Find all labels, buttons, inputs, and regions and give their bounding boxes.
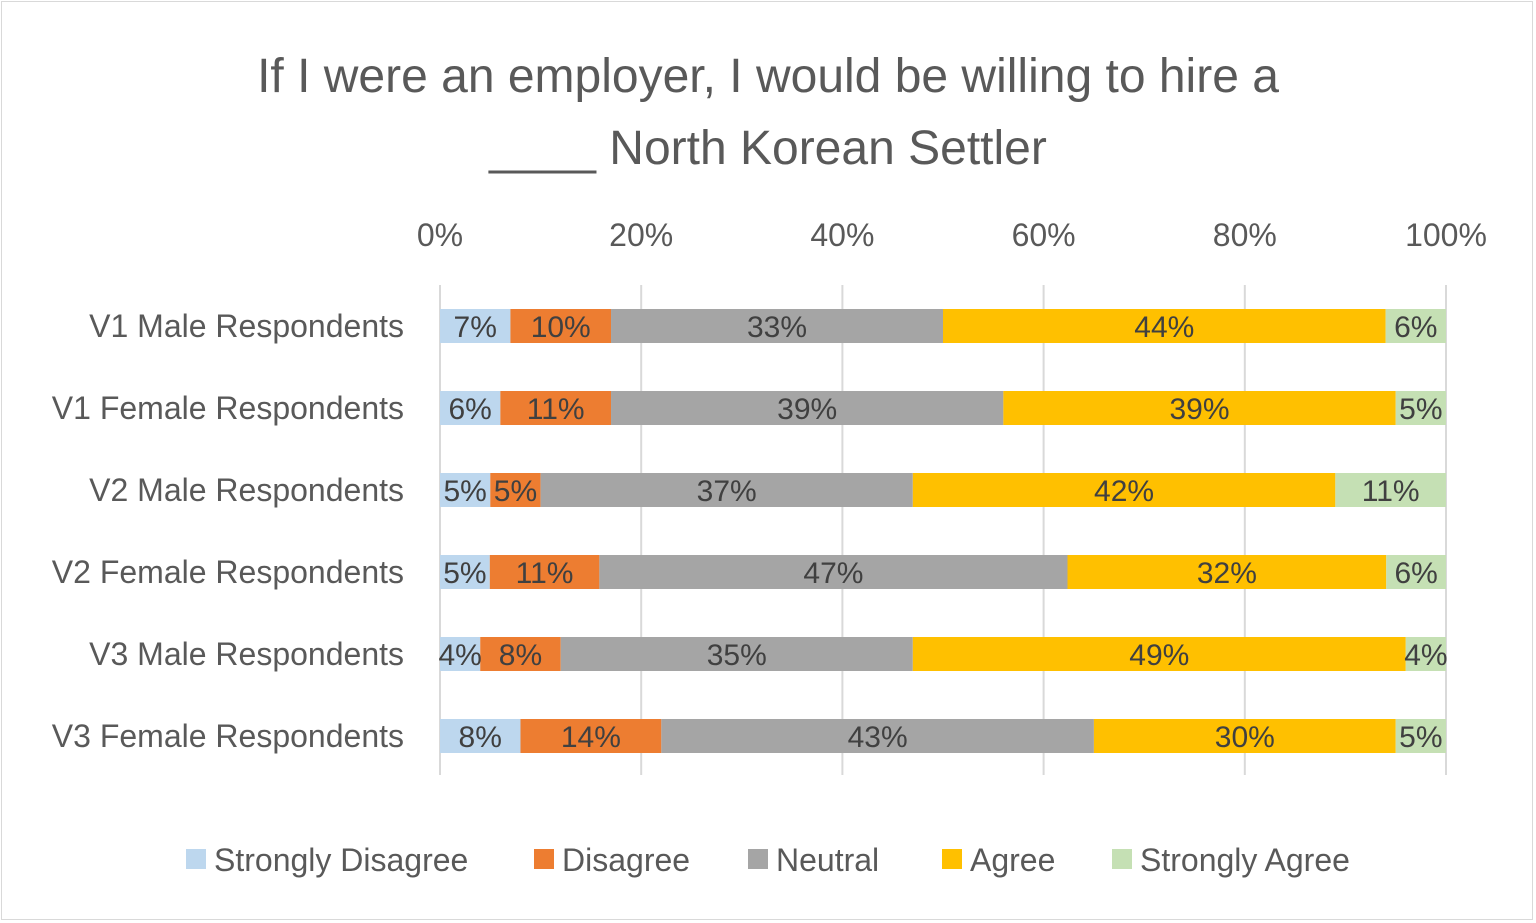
bar-segment xyxy=(1386,555,1446,589)
data-label: 5% xyxy=(443,557,486,590)
bar-segment xyxy=(611,309,943,343)
data-label: 11% xyxy=(527,393,585,426)
bar-segment xyxy=(1405,637,1446,671)
bar-segment xyxy=(1335,473,1446,507)
x-tick-label: 40% xyxy=(810,217,874,253)
bars xyxy=(440,309,1446,753)
chart-title-line-1: If I were an employer, I would be willin… xyxy=(257,50,1279,103)
bar-segment xyxy=(440,555,490,589)
data-label: 6% xyxy=(449,393,492,426)
bar-segment xyxy=(912,473,1336,507)
bar-segment xyxy=(480,637,561,671)
legend-item: Neutral xyxy=(748,842,879,878)
legend-label: Agree xyxy=(970,842,1055,878)
bar-segment xyxy=(1067,555,1387,589)
legend-label: Strongly Agree xyxy=(1140,842,1350,878)
legend-label: Strongly Disagree xyxy=(214,842,468,878)
category-label: V3 Female Respondents xyxy=(52,718,404,754)
data-label: 6% xyxy=(1394,311,1437,344)
data-label: 4% xyxy=(438,639,481,672)
legend-item: Disagree xyxy=(534,842,690,878)
bar-segment xyxy=(661,719,1094,753)
data-label: 35% xyxy=(707,639,767,672)
bar-segment xyxy=(943,309,1386,343)
bar-segment xyxy=(440,309,511,343)
data-labels: 7% 10% 33% 44% 6%6% 11% 39% 39% 5%5% 5% 37% 42% 11%5… xyxy=(438,311,1447,754)
data-label: 49% xyxy=(1129,639,1189,672)
bar-segment xyxy=(440,637,481,671)
data-label: 32% xyxy=(1197,557,1257,590)
data-label: 5% xyxy=(1399,393,1442,426)
x-tick-label: 80% xyxy=(1213,217,1277,253)
data-label: 7% xyxy=(454,311,497,344)
bar-segment xyxy=(912,637,1406,671)
bar-segment xyxy=(500,391,612,425)
data-label: 47% xyxy=(803,557,863,590)
data-label: 6% xyxy=(1394,557,1437,590)
data-label: 39% xyxy=(777,393,837,426)
legend-swatch xyxy=(942,849,962,869)
x-axis-ticks: 0% 20% 40% 60% 80% 100% xyxy=(417,217,1487,253)
bar-segment xyxy=(1003,391,1396,425)
bar-segment xyxy=(510,309,612,343)
data-label: 39% xyxy=(1170,393,1230,426)
data-label: 8% xyxy=(499,639,542,672)
legend-swatch xyxy=(1112,849,1132,869)
legend: Strongly Disagree Disagree Neutral Agree Str… xyxy=(186,842,1350,878)
bar-segment xyxy=(1395,391,1446,425)
data-label: 5% xyxy=(1399,721,1442,754)
data-label: 10% xyxy=(531,311,591,344)
data-label: 5% xyxy=(494,475,537,508)
legend-swatch xyxy=(748,849,768,869)
legend-swatch xyxy=(186,849,206,869)
data-label: 37% xyxy=(697,475,757,508)
data-label: 11% xyxy=(516,557,574,590)
chart-title-line-2: ____ North Korean Settler xyxy=(488,122,1047,175)
data-label: 33% xyxy=(747,311,807,344)
data-label: 11% xyxy=(1362,475,1420,508)
bar-segment xyxy=(520,719,662,753)
legend-swatch xyxy=(534,849,554,869)
x-tick-label: 60% xyxy=(1012,217,1076,253)
x-tick-label: 100% xyxy=(1405,217,1487,253)
bar-segment xyxy=(611,391,1004,425)
legend-item: Strongly Disagree xyxy=(186,842,468,878)
gridlines xyxy=(439,285,1447,775)
bar-segment xyxy=(1093,719,1396,753)
bar-segment xyxy=(540,473,913,507)
bar-segment xyxy=(489,555,600,589)
data-label: 42% xyxy=(1094,475,1154,508)
data-label: 43% xyxy=(848,721,908,754)
category-label: V2 Female Respondents xyxy=(52,554,404,590)
category-label: V3 Male Respondents xyxy=(89,636,404,672)
data-label: 14% xyxy=(561,721,621,754)
category-label: V2 Male Respondents xyxy=(89,472,404,508)
bar-segment xyxy=(440,719,521,753)
data-label: 44% xyxy=(1134,311,1194,344)
bar-segment xyxy=(440,391,501,425)
data-label: 4% xyxy=(1404,639,1447,672)
legend-label: Disagree xyxy=(562,842,690,878)
bar-segment xyxy=(440,473,491,507)
x-tick-label: 0% xyxy=(417,217,463,253)
bar-segment xyxy=(1395,719,1446,753)
bar-segment xyxy=(599,555,1068,589)
legend-label: Neutral xyxy=(776,842,879,878)
bar-segment xyxy=(490,473,541,507)
x-tick-label: 20% xyxy=(609,217,673,253)
category-label: V1 Female Respondents xyxy=(52,390,404,426)
data-label: 5% xyxy=(443,475,486,508)
bar-segment xyxy=(1385,309,1446,343)
bar-segment xyxy=(560,637,913,671)
data-label: 30% xyxy=(1215,721,1275,754)
category-label: V1 Male Respondents xyxy=(89,308,404,344)
legend-item: Agree xyxy=(942,842,1055,878)
data-label: 8% xyxy=(459,721,502,754)
category-labels: V1 Male Respondents V1 Female Respondents… xyxy=(52,308,404,754)
legend-item: Strongly Agree xyxy=(1112,842,1350,878)
